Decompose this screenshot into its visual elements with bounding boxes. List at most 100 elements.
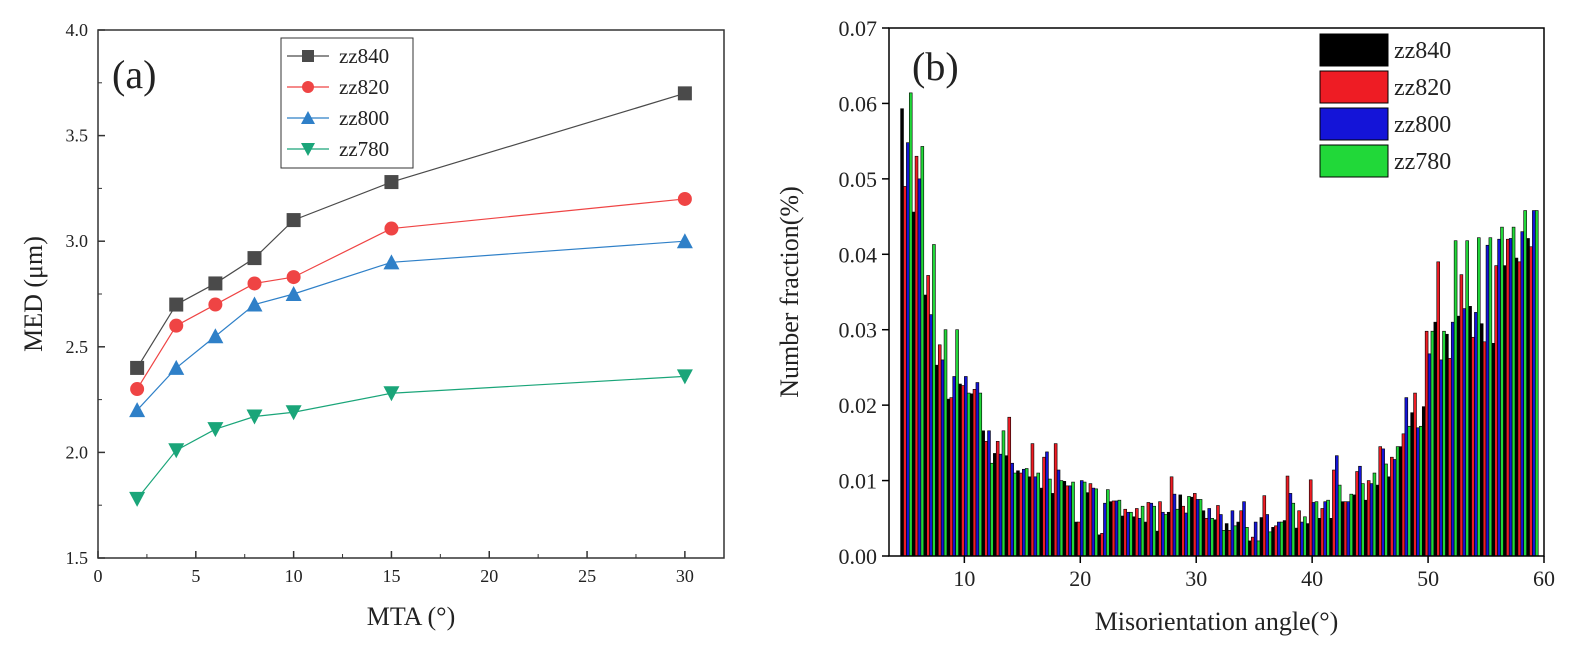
chart-b-bar-zz800 — [940, 359, 945, 557]
chart-b-bar-zz800 — [987, 430, 991, 557]
chart-b-bar-zz800 — [1392, 459, 1397, 557]
chart-b-bar-zz840 — [1398, 446, 1403, 557]
chart-a-point-zz840 — [384, 175, 399, 190]
chart-b-bar-zz840 — [1364, 499, 1368, 557]
chart-b-bar-zz820 — [1320, 508, 1325, 557]
chart-b-bar-zz800 — [952, 376, 956, 557]
chart-b-bar-zz800 — [1323, 501, 1327, 557]
chart-a-point-zz820 — [208, 297, 223, 312]
chart-a-legend-marker-zz780 — [301, 143, 315, 156]
chart-b-bar-zz800 — [1056, 469, 1061, 557]
chart-b-bar-zz820 — [1135, 508, 1139, 557]
chart-b-legend-label-zz800: zz800 — [1394, 112, 1451, 138]
chart-a-plot-area: 0 5 10 15 20 25 30 1.5 2.0 2.5 3.0 3.5 4.0 — [66, 20, 725, 586]
chart-b-bar-zz820 — [984, 441, 988, 557]
chart-b-bar-zz780 — [1337, 484, 1342, 557]
chart-b-bar-zz820 — [1065, 485, 1069, 557]
chart-b-bar-zz800 — [1474, 312, 1478, 557]
chart-b-bar-zz820 — [1158, 501, 1162, 557]
chart-b-bar-zz800 — [1346, 501, 1351, 557]
chart-a-point-zz820 — [247, 276, 262, 291]
chart-b-plot-area: 10 20 30 40 50 60 0.00 0.01 0.02 0.03 0.04 0.05 0.06… — [839, 16, 1556, 591]
chart-a-point-zz820 — [286, 270, 301, 285]
chart-b-bar-zz840 — [1062, 481, 1067, 557]
chart-b-bar-zz800 — [1450, 321, 1455, 557]
chart-b-bar-zz800 — [1010, 462, 1014, 557]
chart-b-bar-zz780 — [1372, 472, 1377, 557]
chart-b-bar-zz820 — [1053, 443, 1058, 557]
chart-a-point-zz820 — [130, 382, 145, 397]
chart-b-bar-zz780 — [1279, 521, 1284, 557]
chart-b-bar-zz800 — [917, 178, 922, 557]
chart-b-bar-zz780 — [1001, 430, 1006, 557]
chart-b-bar-zz800 — [1079, 480, 1084, 557]
chart-b-bar-zz800 — [1462, 308, 1467, 557]
chart-b-bar-zz780 — [1013, 472, 1017, 557]
chart-b-bar-zz840 — [1329, 517, 1333, 557]
chart-b-bar-zz840 — [1282, 520, 1287, 557]
chart-a-legend-marker-zz820 — [302, 81, 314, 93]
chart-b-bar-zz800 — [1091, 487, 1096, 557]
chart-b-bar-zz820 — [961, 385, 965, 557]
chart-b-bar-zz840 — [1248, 540, 1252, 557]
chart-b-bar-zz800 — [964, 376, 968, 557]
chart-b-bar-zz840 — [1491, 342, 1496, 557]
chart-b-bar-zz840 — [1259, 517, 1264, 557]
chart-b-bar-zz800 — [1520, 231, 1525, 557]
chart-b-bar-zz820 — [1494, 265, 1498, 557]
chart-b-legend-swatch-zz780 — [1319, 144, 1389, 178]
chart-b-y-tick-label: 0.06 — [839, 91, 878, 116]
chart-b-bar-zz840 — [935, 364, 939, 557]
chart-a-y-tick-label: 1.5 — [66, 548, 89, 568]
chart-b-bar-zz800 — [1288, 493, 1293, 557]
chart-b-bar-zz820 — [903, 186, 907, 557]
chart-b-bar-zz820 — [926, 275, 930, 557]
chart-b-bar-zz820 — [1042, 456, 1046, 557]
chart-b-bar-zz780 — [966, 392, 971, 557]
chart-b-bar-zz840 — [911, 211, 916, 557]
chart-b-bar-zz800 — [1022, 468, 1026, 557]
chart-b-bar-zz780 — [1222, 530, 1226, 557]
chart-b-bar-zz820 — [1471, 336, 1475, 557]
chart-b-bar-zz780 — [1198, 499, 1203, 557]
chart-a-point-zz840 — [130, 360, 145, 375]
chart-b-bar-zz800 — [1335, 455, 1339, 557]
chart-b-bar-zz780 — [1291, 502, 1296, 557]
chart-b-bar-zz780 — [932, 244, 936, 557]
chart-b-legend: zz840 zz820 zz800 zz780 — [1319, 33, 1451, 178]
chart-a-y-tick-label: 3.5 — [66, 126, 89, 146]
chart-b-legend-label-zz820: zz820 — [1394, 75, 1451, 101]
chart-b-bar-zz800 — [1230, 510, 1235, 557]
chart-b-bar-zz820 — [1169, 476, 1174, 557]
chart-b-bar-zz800 — [1532, 210, 1536, 557]
chart-a-point-zz780 — [129, 491, 146, 507]
chart-b-bar-zz820 — [995, 441, 1000, 557]
chart-b-bar-zz820 — [1308, 479, 1313, 557]
chart-b-bar-zz840 — [1201, 510, 1206, 557]
chart-b-bar-zz800 — [1068, 485, 1072, 557]
chart-b-bar-zz820 — [914, 155, 919, 557]
chart-b-bar-zz780 — [908, 92, 913, 557]
chart-b-bar-zz800 — [1242, 501, 1246, 557]
chart-b-bar-zz840 — [1108, 501, 1113, 557]
chart-b-x-tick-label: 10 — [953, 566, 975, 591]
chart-b-bar-zz800 — [1439, 359, 1443, 557]
chart-a-legend-marker-zz800 — [301, 111, 315, 124]
chart-b-bar-zz780 — [1326, 499, 1330, 557]
chart-b-bar-zz780 — [1175, 508, 1180, 557]
chart-b-x-tick-label: 40 — [1301, 566, 1323, 591]
chart-b-bar-zz840 — [1190, 496, 1194, 557]
chart-a-x-tick-label: 25 — [578, 566, 596, 586]
chart-a-point-zz800 — [383, 254, 400, 270]
chart-a-x-tick-label: 10 — [285, 566, 303, 586]
chart-b-bar-zz840 — [1375, 484, 1380, 557]
chart-b-bar-zz820 — [1459, 274, 1464, 557]
chart-a-legend-label-zz840: zz840 — [339, 44, 389, 68]
chart-a-legend-marker-zz840 — [302, 50, 314, 62]
chart-b-bar-zz780 — [1164, 514, 1168, 557]
chart-b-bar-zz840 — [1503, 265, 1507, 557]
chart-a-point-zz840 — [677, 86, 692, 101]
chart-a-point-zz780 — [676, 369, 693, 385]
chart-b-x-tick-label: 30 — [1185, 566, 1207, 591]
chart-a-point-zz780 — [383, 386, 400, 402]
